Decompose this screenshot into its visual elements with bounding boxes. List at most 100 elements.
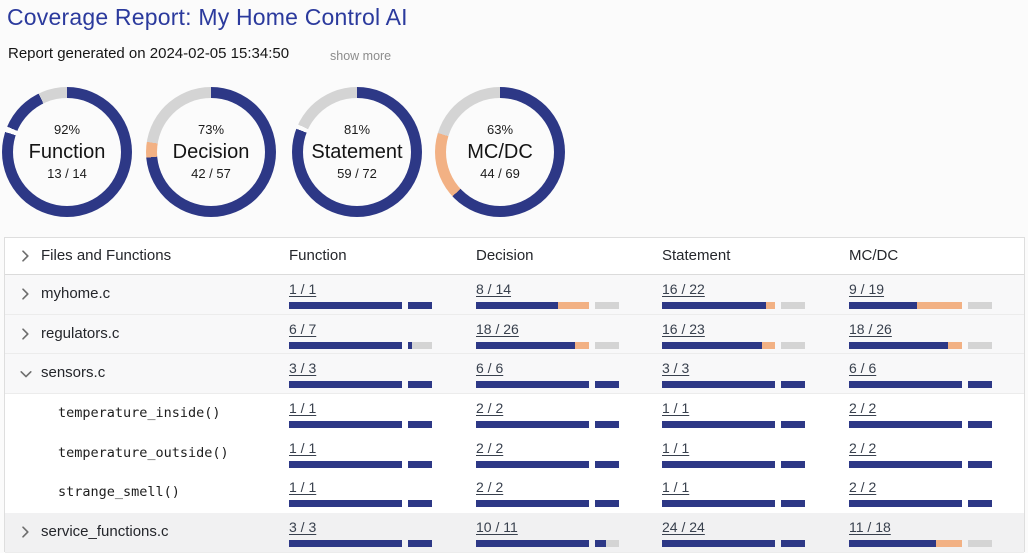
coverage-fraction-link[interactable]: 16 / 23 (662, 320, 705, 337)
bar-segment (594, 341, 619, 349)
coverage-table: Files and Functions Function Decision St… (4, 237, 1025, 553)
donut-metric-label: Decision (172, 141, 250, 163)
bar-segment (662, 540, 775, 548)
table-row: sensors.c 3 / 3 6 / 6 3 / 3 6 / 6 (5, 354, 1024, 395)
coverage-fraction-link[interactable]: 8 / 14 (476, 281, 512, 297)
table-row: temperature_inside() 1 / 1 2 / 2 1 / 1 2 / 2 (5, 394, 1024, 434)
coverage-fraction-link[interactable]: 3 / 3 (289, 360, 317, 377)
function-name[interactable]: temperature_inside() (58, 405, 221, 422)
file-name[interactable]: regulators.c (41, 324, 120, 342)
coverage-fraction-link[interactable]: 1 / 1 (289, 439, 317, 456)
coverage-bar (476, 302, 619, 309)
report-generated-text: Report generated on 2024-02-05 15:34:50 (8, 45, 290, 62)
bar-segment (849, 341, 948, 349)
chevron-down-icon[interactable] (18, 366, 34, 382)
coverage-bar (476, 341, 619, 349)
function-name[interactable]: temperature_outside() (58, 444, 229, 461)
coverage-fraction-link[interactable]: 18 / 26 (476, 320, 519, 337)
bar-segment (407, 460, 432, 468)
coverage-fraction-link[interactable]: 1 / 1 (289, 400, 317, 417)
table-row: myhome.c 1 / 1 8 / 14 16 / 22 9 / 19 (5, 275, 1024, 315)
chevron-right-icon[interactable] (18, 286, 34, 302)
coverage-cell: 1 / 1 (289, 479, 432, 508)
coverage-bar (289, 302, 432, 309)
bar-segment (407, 381, 432, 389)
file-name[interactable]: service_functions.c (41, 523, 169, 541)
coverage-bar (662, 341, 805, 349)
coverage-fraction-link[interactable]: 1 / 1 (662, 400, 690, 417)
coverage-fraction-link[interactable]: 2 / 2 (849, 479, 877, 496)
bar-segment (476, 302, 558, 309)
coverage-bar (476, 460, 619, 468)
coverage-bar (476, 381, 619, 389)
coverage-fraction-link[interactable]: 9 / 19 (849, 281, 885, 297)
coverage-cell: 16 / 23 (662, 321, 805, 349)
coverage-fraction-link[interactable]: 3 / 3 (289, 519, 317, 536)
coverage-cell: 6 / 7 (289, 321, 432, 349)
bar-segment (407, 540, 432, 548)
coverage-bar (289, 381, 432, 389)
bar-segment (967, 341, 992, 349)
file-name[interactable]: sensors.c (41, 364, 106, 382)
coverage-fraction-link[interactable]: 6 / 6 (476, 360, 504, 377)
coverage-fraction-link[interactable]: 2 / 2 (476, 400, 504, 417)
bar-segment (407, 500, 432, 508)
bar-segment (662, 460, 775, 468)
table-body: myhome.c 1 / 1 8 / 14 16 / 22 9 / 19 regulato… (5, 275, 1024, 553)
bar-segment (411, 341, 432, 349)
donut-fraction: 44 / 69 (480, 166, 520, 181)
coverage-fraction-link[interactable]: 2 / 2 (849, 400, 877, 417)
coverage-fraction-link[interactable]: 2 / 2 (476, 479, 504, 496)
bar-segment (947, 341, 962, 349)
coverage-bar (662, 421, 805, 429)
bar-segment (289, 540, 402, 548)
coverage-fraction-link[interactable]: 11 / 18 (849, 519, 891, 536)
coverage-fraction-link[interactable]: 24 / 24 (662, 519, 705, 536)
coverage-fraction-link[interactable]: 6 / 7 (289, 320, 317, 337)
coverage-fraction-link[interactable]: 1 / 1 (662, 479, 690, 496)
bar-segment (476, 500, 589, 508)
coverage-bar (289, 341, 432, 349)
coverage-fraction-link[interactable]: 18 / 26 (849, 320, 892, 337)
bar-segment (594, 381, 619, 389)
donut-center: 81% Statement 59 / 72 (303, 98, 411, 206)
coverage-fraction-link[interactable]: 1 / 1 (289, 479, 317, 496)
bar-segment (662, 381, 775, 389)
coverage-fraction-link[interactable]: 2 / 2 (476, 439, 504, 456)
chevron-right-icon[interactable] (18, 248, 34, 264)
coverage-fraction-link[interactable]: 1 / 1 (289, 281, 317, 297)
bar-segment (780, 540, 805, 548)
bar-segment (849, 381, 962, 389)
show-more-link[interactable]: show more (330, 49, 392, 63)
donut-metric-label: Function (28, 141, 106, 163)
coverage-fraction-link[interactable]: 3 / 3 (662, 360, 690, 377)
coverage-cell: 18 / 26 (849, 321, 992, 349)
bar-segment (967, 500, 992, 508)
function-name[interactable]: strange_smell() (58, 484, 180, 501)
column-header-statement: Statement (662, 247, 731, 264)
coverage-cell: 1 / 1 (289, 440, 432, 468)
coverage-bar (849, 460, 992, 468)
coverage-fraction-link[interactable]: 6 / 6 (849, 360, 877, 377)
file-name[interactable]: myhome.c (41, 285, 111, 302)
coverage-bar (662, 381, 805, 389)
donut-percentage: 92% (53, 122, 81, 137)
coverage-fraction-link[interactable]: 10 / 11 (476, 519, 518, 536)
coverage-fraction-link[interactable]: 1 / 1 (662, 439, 690, 456)
chevron-right-icon[interactable] (18, 326, 34, 342)
coverage-cell: 2 / 2 (476, 479, 619, 508)
coverage-bar (849, 381, 992, 389)
table-header-row: Files and Functions Function Decision St… (5, 238, 1024, 275)
coverage-fraction-link[interactable]: 2 / 2 (849, 439, 877, 456)
bar-segment (780, 341, 805, 349)
chevron-right-icon[interactable] (18, 524, 34, 540)
coverage-fraction-link[interactable]: 16 / 22 (662, 281, 705, 297)
bar-segment (594, 421, 619, 429)
coverage-bar (849, 500, 992, 508)
coverage-bar (662, 500, 805, 508)
coverage-cell: 8 / 14 (476, 281, 619, 309)
donut-percentage: 63% (486, 122, 514, 137)
donut-chart-mcdc: 63% MC/DC 44 / 69 (435, 87, 565, 217)
coverage-cell: 1 / 1 (289, 281, 432, 309)
bar-segment (780, 500, 805, 508)
